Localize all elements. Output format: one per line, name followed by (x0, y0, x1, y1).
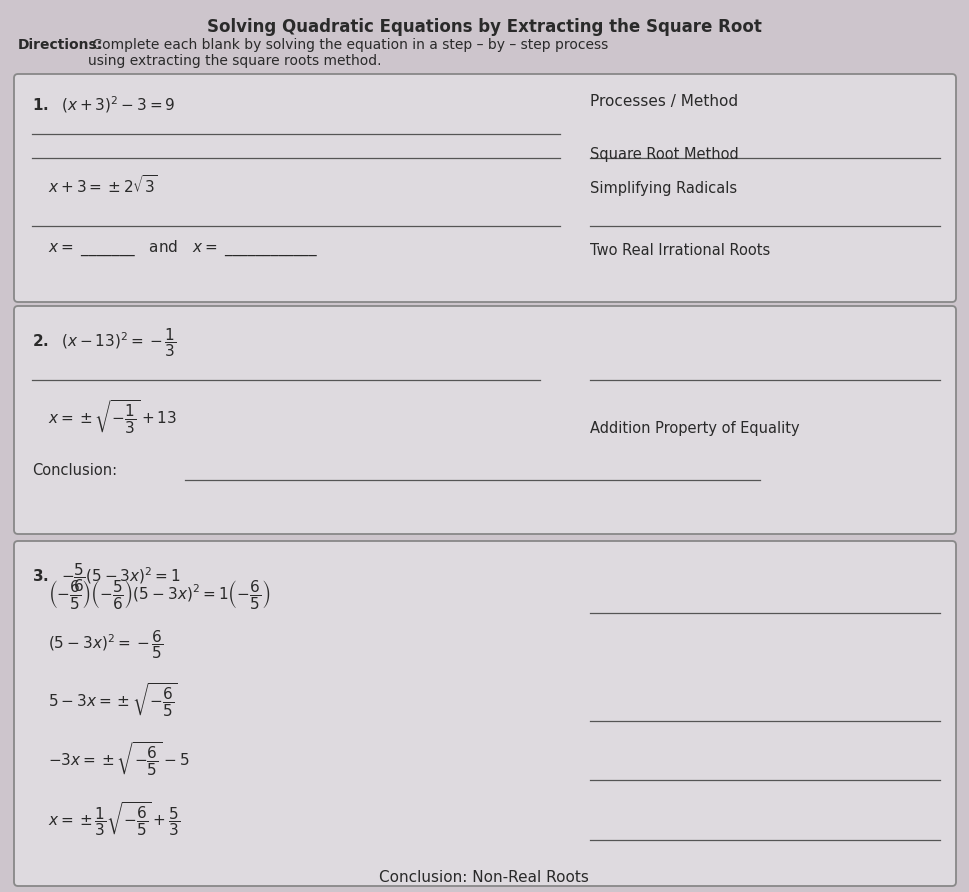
Text: Solving Quadratic Equations by Extracting the Square Root: Solving Quadratic Equations by Extractin… (206, 18, 762, 36)
Text: $\mathbf{1.}$  $(x + 3)^2 - 3 = 9$: $\mathbf{1.}$ $(x + 3)^2 - 3 = 9$ (32, 94, 175, 115)
Text: Conclusion:: Conclusion: (32, 463, 117, 478)
Text: $x = \pm\dfrac{1}{3}\sqrt{-\dfrac{6}{5}} + \dfrac{5}{3}$: $x = \pm\dfrac{1}{3}\sqrt{-\dfrac{6}{5}}… (48, 800, 180, 838)
Text: Addition Property of Equality: Addition Property of Equality (590, 421, 799, 436)
FancyBboxPatch shape (14, 541, 956, 886)
Text: $\mathbf{3.}$  $-\dfrac{5}{6}(5 - 3x)^2 = 1$: $\mathbf{3.}$ $-\dfrac{5}{6}(5 - 3x)^2 =… (32, 561, 181, 594)
Text: $-3x = \pm\sqrt{-\dfrac{6}{5}} - 5$: $-3x = \pm\sqrt{-\dfrac{6}{5}} - 5$ (48, 740, 189, 778)
Text: $x = \pm\sqrt{-\dfrac{1}{3}} + 13$: $x = \pm\sqrt{-\dfrac{1}{3}} + 13$ (48, 399, 177, 436)
Text: Simplifying Radicals: Simplifying Radicals (590, 181, 737, 196)
Text: $\left(-\dfrac{6}{5}\right)\left(-\dfrac{5}{6}\right)(5 - 3x)^2 = 1\left(-\dfrac: $\left(-\dfrac{6}{5}\right)\left(-\dfrac… (48, 578, 270, 611)
Text: $5 - 3x = \pm\sqrt{-\dfrac{6}{5}}$: $5 - 3x = \pm\sqrt{-\dfrac{6}{5}}$ (48, 681, 178, 719)
Text: $(5 - 3x)^2 = -\dfrac{6}{5}$: $(5 - 3x)^2 = -\dfrac{6}{5}$ (48, 628, 164, 661)
Text: $x = $ _______   and   $x = $ ____________: $x = $ _______ and $x = $ ____________ (48, 238, 319, 258)
FancyBboxPatch shape (14, 74, 956, 302)
Text: Conclusion: Non-Real Roots: Conclusion: Non-Real Roots (379, 870, 589, 885)
Text: Complete each blank by solving the equation in a step – by – step process: Complete each blank by solving the equat… (88, 38, 609, 52)
Text: $\mathbf{2.}$  $(x - 13)^2 = -\dfrac{1}{3}$: $\mathbf{2.}$ $(x - 13)^2 = -\dfrac{1}{3… (32, 326, 176, 359)
Text: Two Real Irrational Roots: Two Real Irrational Roots (590, 243, 770, 258)
Text: using extracting the square roots method.: using extracting the square roots method… (88, 54, 382, 68)
FancyBboxPatch shape (14, 306, 956, 534)
Text: Directions:: Directions: (18, 38, 104, 52)
Text: $x + 3 = \pm 2\sqrt{3}$: $x + 3 = \pm 2\sqrt{3}$ (48, 174, 158, 196)
Text: Processes / Method: Processes / Method (590, 94, 738, 109)
Text: Square Root Method: Square Root Method (590, 147, 738, 162)
